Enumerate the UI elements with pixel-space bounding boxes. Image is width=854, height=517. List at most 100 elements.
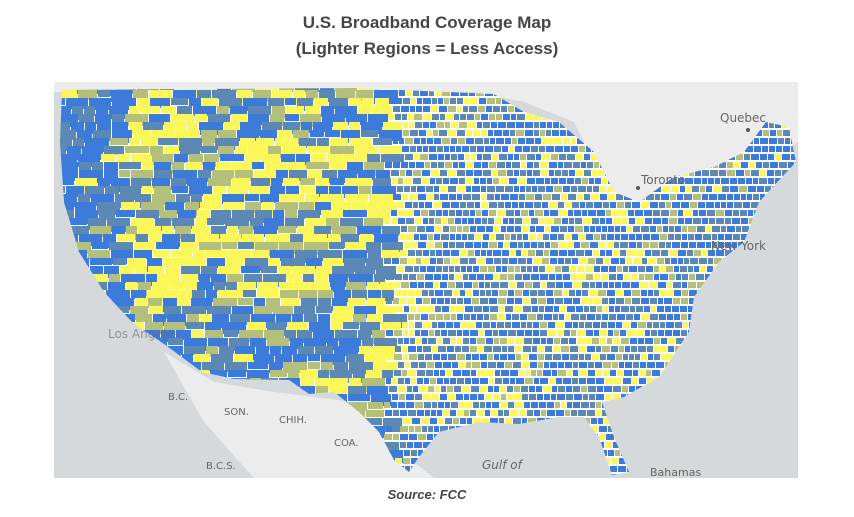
county-cell[interactable] bbox=[527, 322, 532, 328]
county-cell[interactable] bbox=[321, 354, 345, 365]
county-cell[interactable] bbox=[475, 234, 482, 240]
county-cell[interactable] bbox=[700, 186, 705, 192]
county-cell[interactable] bbox=[745, 146, 753, 152]
county-cell[interactable] bbox=[535, 210, 543, 216]
county-cell[interactable] bbox=[441, 354, 447, 360]
county-cell[interactable] bbox=[564, 146, 570, 152]
county-cell[interactable] bbox=[623, 322, 630, 328]
county-cell[interactable] bbox=[738, 178, 745, 184]
county-cell[interactable] bbox=[601, 274, 608, 280]
county-cell[interactable] bbox=[537, 314, 543, 320]
county-cell[interactable] bbox=[509, 258, 517, 264]
county-cell[interactable] bbox=[681, 298, 688, 304]
county-cell[interactable] bbox=[474, 242, 481, 248]
county-cell[interactable] bbox=[647, 322, 652, 328]
county-cell[interactable] bbox=[498, 410, 503, 416]
county-cell[interactable] bbox=[394, 354, 402, 360]
county-cell[interactable] bbox=[438, 322, 445, 328]
county-cell[interactable] bbox=[507, 386, 513, 392]
county-cell[interactable] bbox=[452, 362, 458, 368]
county-cell[interactable] bbox=[414, 234, 419, 240]
county-cell[interactable] bbox=[669, 274, 675, 280]
county-cell[interactable] bbox=[522, 226, 529, 232]
county-cell[interactable] bbox=[736, 154, 743, 160]
county-cell[interactable] bbox=[443, 266, 448, 272]
county-cell[interactable] bbox=[567, 402, 572, 408]
county-cell[interactable] bbox=[423, 218, 428, 224]
county-cell[interactable] bbox=[451, 314, 456, 320]
county-cell[interactable] bbox=[549, 378, 555, 384]
county-cell[interactable] bbox=[471, 314, 476, 320]
county-cell[interactable] bbox=[534, 114, 541, 120]
county-cell[interactable] bbox=[446, 114, 453, 120]
county-cell[interactable] bbox=[616, 298, 624, 304]
county-cell[interactable] bbox=[470, 98, 478, 104]
county-cell[interactable] bbox=[473, 282, 478, 288]
county-cell[interactable] bbox=[509, 146, 514, 152]
county-cell[interactable] bbox=[464, 410, 469, 416]
county-cell[interactable] bbox=[472, 186, 480, 192]
county-cell[interactable] bbox=[428, 386, 434, 392]
county-cell[interactable] bbox=[456, 282, 463, 288]
county-cell[interactable] bbox=[577, 330, 585, 336]
county-cell[interactable] bbox=[580, 314, 586, 320]
county-cell[interactable] bbox=[92, 162, 103, 175]
county-cell[interactable] bbox=[207, 258, 225, 268]
county-cell[interactable] bbox=[472, 194, 480, 200]
county-cell[interactable] bbox=[734, 162, 740, 168]
county-cell[interactable] bbox=[396, 306, 403, 312]
county-cell[interactable] bbox=[564, 282, 572, 288]
county-cell[interactable] bbox=[463, 330, 469, 336]
county-cell[interactable] bbox=[173, 90, 196, 99]
county-cell[interactable] bbox=[542, 258, 549, 264]
county-cell[interactable] bbox=[553, 346, 560, 352]
county-cell[interactable] bbox=[544, 314, 552, 320]
county-cell[interactable] bbox=[481, 202, 488, 208]
county-cell[interactable] bbox=[131, 170, 153, 181]
county-cell[interactable] bbox=[133, 90, 148, 98]
county-cell[interactable] bbox=[500, 178, 508, 184]
county-cell[interactable] bbox=[614, 330, 619, 336]
county-cell[interactable] bbox=[658, 298, 663, 304]
county-cell[interactable] bbox=[493, 106, 500, 112]
county-cell[interactable] bbox=[600, 330, 607, 336]
county-cell[interactable] bbox=[445, 402, 450, 408]
county-cell[interactable] bbox=[482, 218, 487, 224]
county-cell[interactable] bbox=[101, 154, 116, 161]
county-cell[interactable] bbox=[568, 226, 574, 232]
county-cell[interactable] bbox=[745, 170, 750, 176]
county-cell[interactable] bbox=[444, 146, 449, 152]
county-cell[interactable] bbox=[519, 410, 526, 416]
county-cell[interactable] bbox=[219, 346, 234, 354]
county-cell[interactable] bbox=[526, 194, 534, 200]
county-cell[interactable] bbox=[469, 106, 477, 112]
county-cell[interactable] bbox=[270, 186, 285, 194]
county-cell[interactable] bbox=[134, 242, 155, 252]
county-cell[interactable] bbox=[777, 130, 782, 136]
county-cell[interactable] bbox=[280, 194, 304, 201]
county-cell[interactable] bbox=[778, 138, 784, 144]
county-cell[interactable] bbox=[702, 194, 708, 200]
county-cell[interactable] bbox=[406, 170, 412, 176]
county-cell[interactable] bbox=[451, 202, 459, 208]
county-cell[interactable] bbox=[228, 250, 251, 261]
county-cell[interactable] bbox=[555, 402, 560, 408]
county-cell[interactable] bbox=[148, 298, 162, 308]
county-cell[interactable] bbox=[775, 170, 781, 176]
county-cell[interactable] bbox=[71, 122, 84, 132]
county-cell[interactable] bbox=[422, 338, 427, 344]
county-cell[interactable] bbox=[632, 298, 640, 304]
county-cell[interactable] bbox=[187, 178, 207, 186]
county-cell[interactable] bbox=[633, 370, 638, 376]
county-cell[interactable] bbox=[515, 346, 522, 352]
county-cell[interactable] bbox=[116, 210, 135, 217]
county-cell[interactable] bbox=[126, 282, 137, 291]
county-cell[interactable] bbox=[513, 362, 521, 368]
county-cell[interactable] bbox=[406, 402, 414, 408]
county-cell[interactable] bbox=[117, 154, 130, 163]
county-cell[interactable] bbox=[494, 146, 501, 152]
county-cell[interactable] bbox=[423, 106, 430, 112]
county-cell[interactable] bbox=[287, 274, 302, 281]
county-cell[interactable] bbox=[590, 306, 596, 312]
county-cell[interactable] bbox=[675, 322, 682, 328]
